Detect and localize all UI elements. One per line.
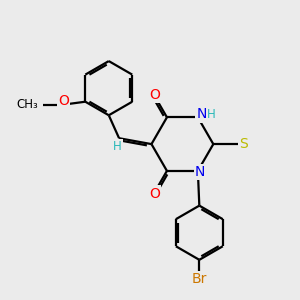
Text: S: S bbox=[239, 137, 248, 151]
Text: O: O bbox=[149, 187, 160, 200]
Text: O: O bbox=[58, 94, 69, 108]
Text: Br: Br bbox=[192, 272, 207, 286]
Text: H: H bbox=[207, 108, 215, 121]
Text: O: O bbox=[149, 88, 160, 102]
Text: N: N bbox=[196, 107, 207, 122]
Text: CH₃: CH₃ bbox=[16, 98, 38, 111]
Text: H: H bbox=[113, 140, 122, 153]
Text: N: N bbox=[195, 165, 206, 179]
